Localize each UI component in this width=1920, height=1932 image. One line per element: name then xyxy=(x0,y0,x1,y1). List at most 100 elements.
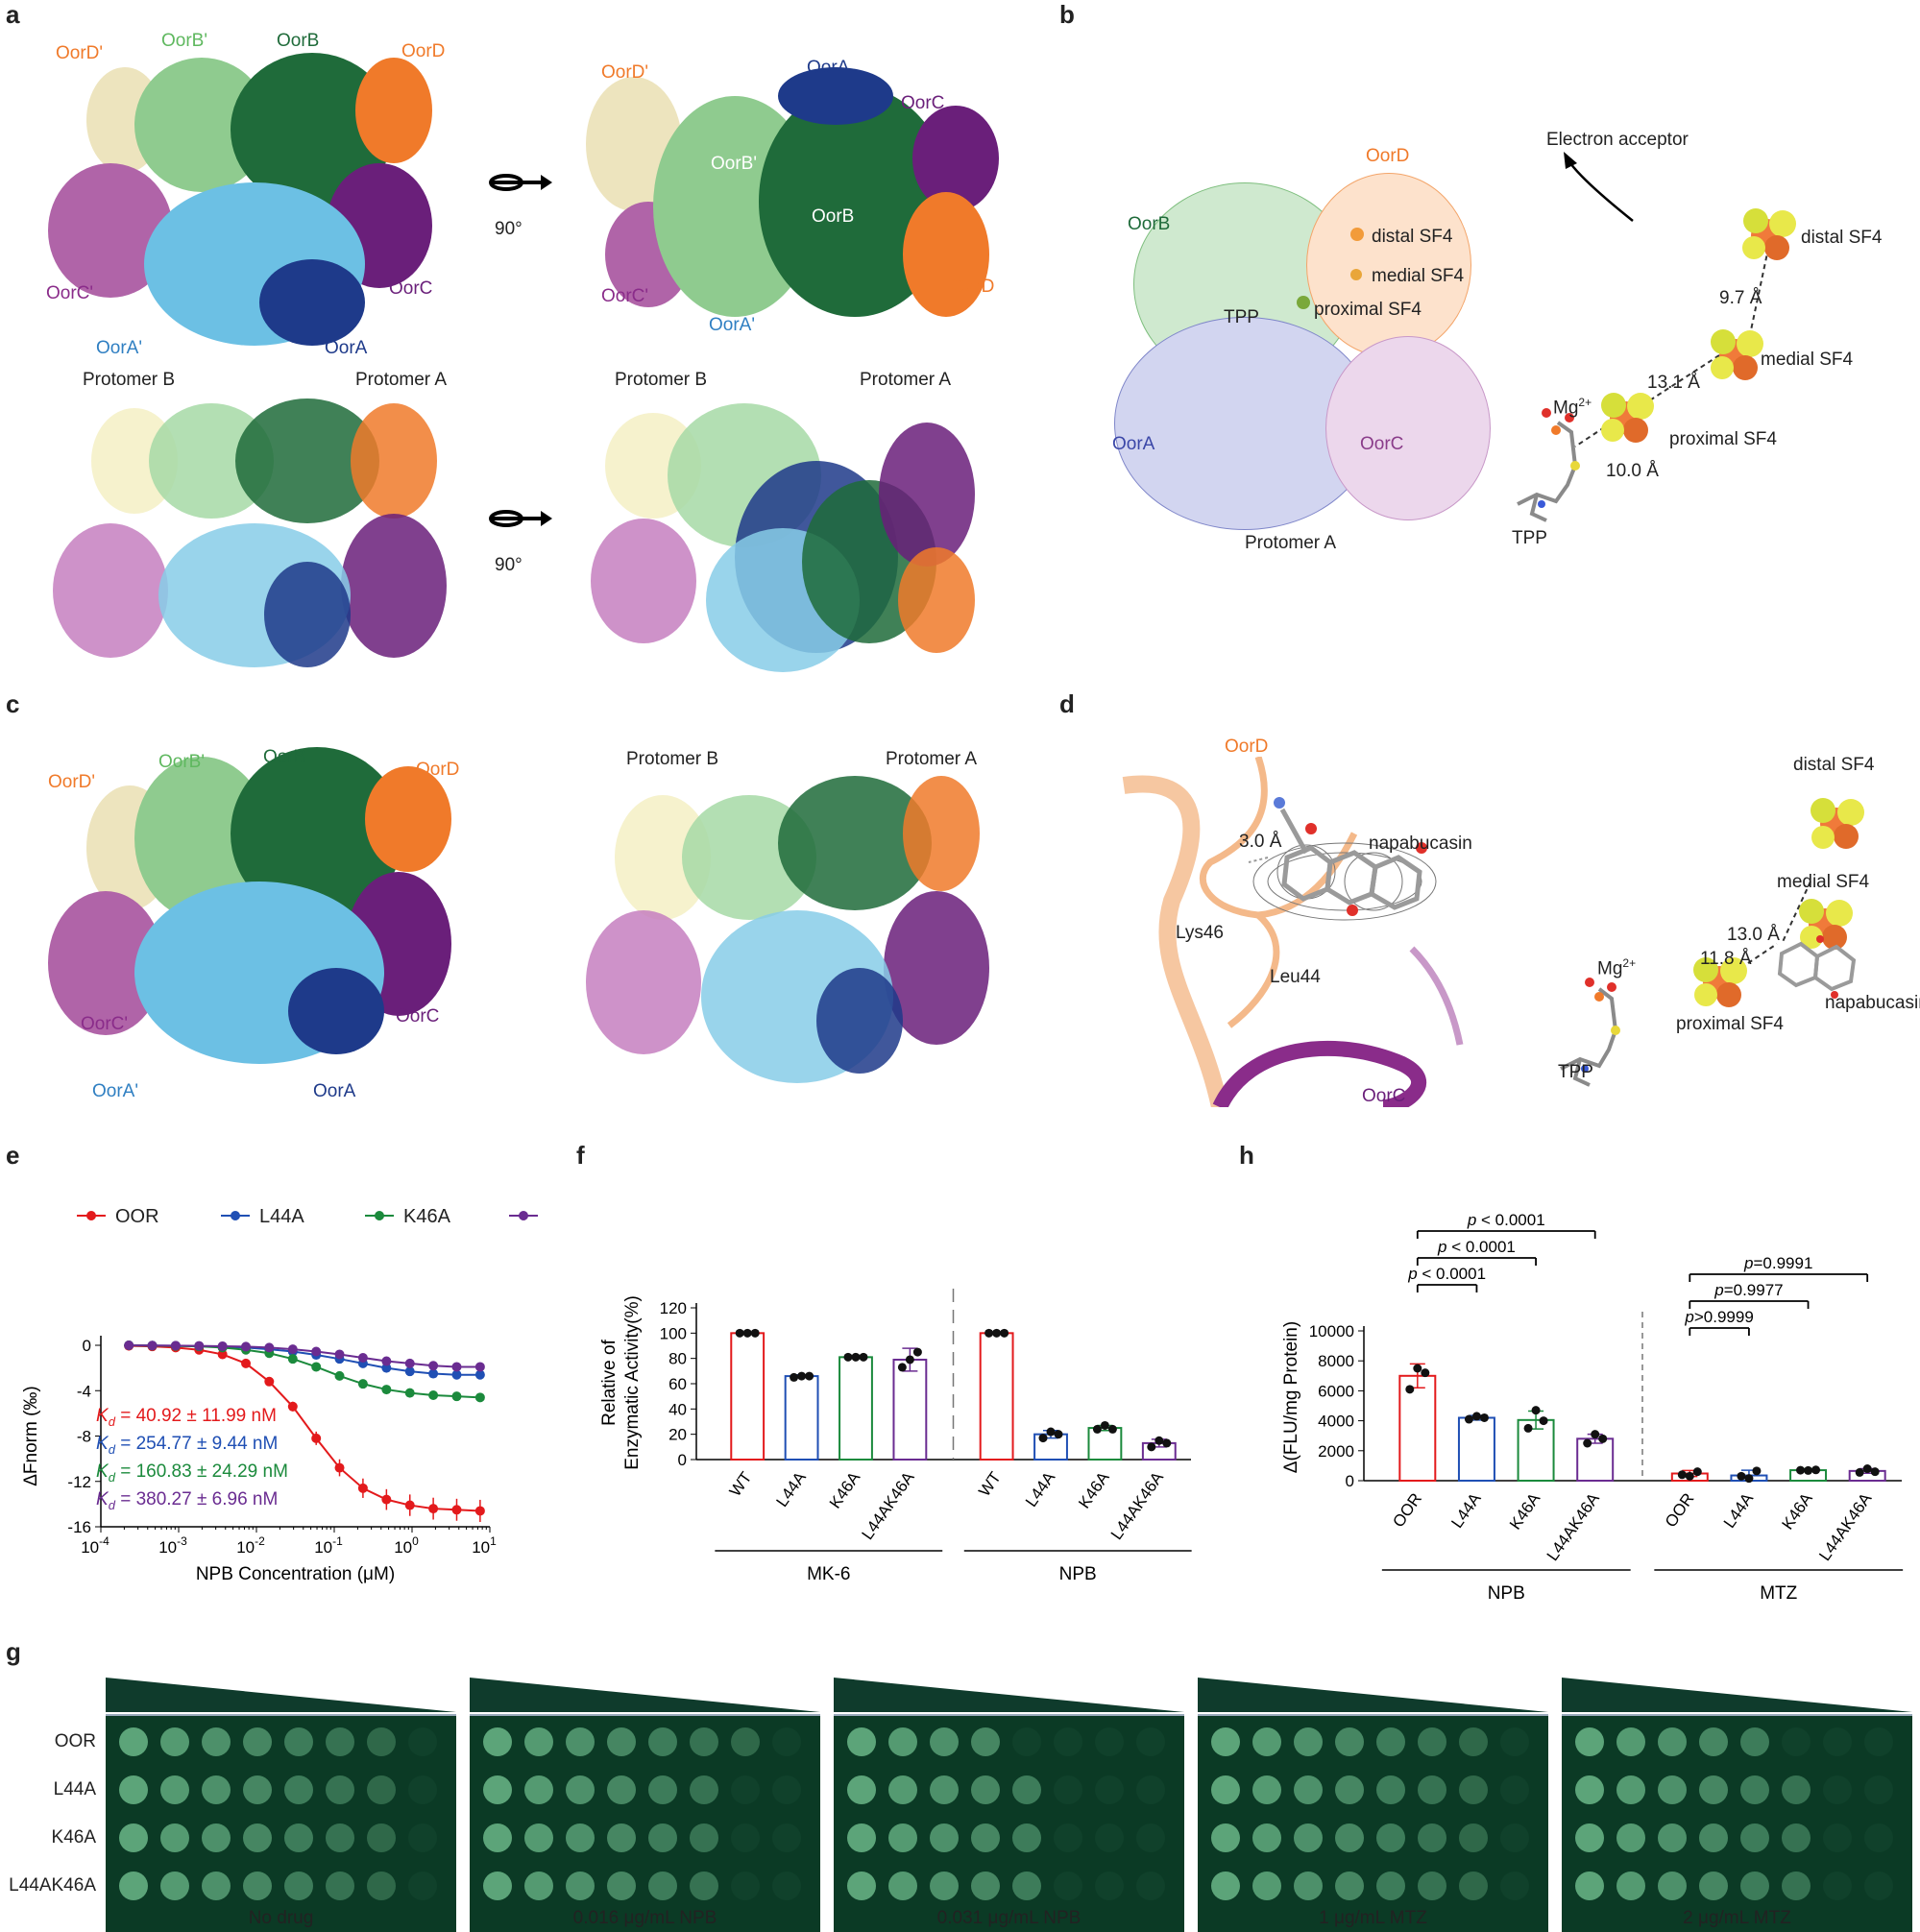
plate-row-label-L44AK46A: L44AK46A xyxy=(9,1875,96,1896)
replicate-point xyxy=(797,1371,807,1381)
b-sf4-medial-mark xyxy=(1350,269,1362,280)
colony-spot xyxy=(1782,1775,1811,1804)
a-protomer-b-left: Protomer B xyxy=(83,370,176,390)
significance-label: p < 0.0001 xyxy=(1437,1238,1516,1256)
a-map2-label-oorb-prime: OorB' xyxy=(711,154,757,174)
colony-spot xyxy=(483,1775,512,1804)
b-surface-tpp: TPP xyxy=(1224,307,1259,327)
colony-spot xyxy=(772,1872,801,1900)
replicate-point xyxy=(1405,1385,1415,1394)
x-tick-label: WT xyxy=(726,1468,756,1500)
rotation-arrow-icon-bottom xyxy=(489,510,552,527)
a-map-label-oorb-prime: OorB' xyxy=(161,31,207,51)
y-tick-label: 0 xyxy=(678,1451,687,1469)
colony-spot xyxy=(1782,1727,1811,1756)
series-line-L44AK46A xyxy=(129,1344,480,1368)
replicate-point xyxy=(1523,1423,1533,1433)
colony-spot xyxy=(119,1727,148,1756)
colony-spot xyxy=(243,1823,272,1852)
colony-spot xyxy=(888,1775,917,1804)
colony-spot xyxy=(930,1775,959,1804)
b-distance-10-0: 10.0 Å xyxy=(1606,461,1659,481)
colony-spot xyxy=(648,1823,677,1852)
colony-spot xyxy=(1376,1727,1405,1756)
c-label-oorc-prime: OorC' xyxy=(81,1014,129,1034)
plate-condition-label-4: 2 μg/mL MTZ xyxy=(1683,1908,1791,1928)
group-label-1: MTZ xyxy=(1760,1583,1797,1599)
d-oorc-label: OorC xyxy=(1362,1086,1406,1106)
colony-spot xyxy=(1012,1823,1041,1852)
colony-spot xyxy=(930,1872,959,1900)
colony-spot xyxy=(1418,1823,1446,1852)
colony-spot xyxy=(119,1872,148,1900)
colony-spot xyxy=(119,1775,148,1804)
colony-spot xyxy=(1575,1727,1604,1756)
replicate-point xyxy=(984,1328,994,1338)
legend-marker-0 xyxy=(86,1211,96,1220)
colony-spot xyxy=(1575,1775,1604,1804)
a-map2-label-oorc-prime: OorC' xyxy=(601,286,649,306)
b-distal-label: distal SF4 xyxy=(1801,228,1883,248)
ribbon-model-npb xyxy=(586,776,989,1093)
colony-spot xyxy=(888,1727,917,1756)
y-tick-label: 120 xyxy=(660,1299,687,1317)
c-label-oora-prime: OorA' xyxy=(92,1081,138,1101)
colony-spot xyxy=(1095,1823,1124,1852)
f-y-axis-title-2: Enzymatic Activity(%) xyxy=(622,1295,643,1470)
x-tick-label: L44AK46A xyxy=(1543,1489,1604,1564)
colony-spot xyxy=(1500,1775,1529,1804)
colony-spot xyxy=(607,1823,636,1852)
b-distance-13-1: 13.1 Å xyxy=(1647,373,1700,393)
d-medial-label: medial SF4 xyxy=(1777,872,1870,892)
tpp-molecule-icon xyxy=(1517,408,1580,522)
data-point-OOR xyxy=(217,1349,228,1360)
colony-spot xyxy=(1823,1775,1852,1804)
a-map-label-oorc: OorC xyxy=(389,278,433,299)
replicate-point xyxy=(1038,1434,1048,1443)
b-surface-proximal: proximal SF4 xyxy=(1314,300,1422,320)
colony-spot xyxy=(483,1823,512,1852)
colony-spot xyxy=(1699,1775,1728,1804)
colony-spot xyxy=(1782,1872,1811,1900)
replicate-point xyxy=(1598,1434,1608,1443)
b-mg-label: Mg2+ xyxy=(1553,396,1592,419)
replicate-point xyxy=(1162,1438,1172,1448)
colony-spot xyxy=(1054,1872,1082,1900)
x-tick-label: L44A xyxy=(1720,1489,1758,1532)
replicate-point xyxy=(843,1352,853,1362)
x-tick-label: K46A xyxy=(1778,1489,1816,1534)
d-distal-label: distal SF4 xyxy=(1793,755,1875,775)
significance-label: p=0.9977 xyxy=(1713,1281,1783,1299)
data-point-K46A xyxy=(357,1379,368,1389)
colony-spot xyxy=(1012,1727,1041,1756)
colony-spot xyxy=(1252,1872,1281,1900)
a-rotation-label-bottom: 90° xyxy=(495,555,523,575)
data-point-K46A xyxy=(311,1362,322,1372)
y-tick-label: 4000 xyxy=(1318,1413,1354,1431)
colony-spot xyxy=(1699,1872,1728,1900)
colony-spot xyxy=(1616,1775,1645,1804)
b-tpp-label: TPP xyxy=(1512,528,1547,548)
colony-spot xyxy=(566,1727,595,1756)
replicate-point xyxy=(851,1352,861,1362)
colony-spot xyxy=(1740,1872,1769,1900)
colony-spot xyxy=(971,1823,1000,1852)
colony-spot xyxy=(524,1727,553,1756)
data-point-L44AK46A xyxy=(147,1340,158,1351)
colony-spot xyxy=(483,1872,512,1900)
replicate-point xyxy=(1054,1430,1063,1439)
replicate-point xyxy=(750,1328,760,1338)
colony-spot xyxy=(1136,1727,1165,1756)
chart-e-binding-curves: OORL44AK46AL44AK46A0-4-8-12-1610-410-310… xyxy=(21,1206,538,1584)
replicate-point xyxy=(1479,1413,1489,1422)
colony-spot xyxy=(930,1823,959,1852)
a-map2-label-oorc: OorC xyxy=(901,93,945,113)
rotation-arrow-icon xyxy=(489,174,552,191)
replicate-point xyxy=(1413,1364,1422,1373)
x-tick-label: OOR xyxy=(1662,1489,1698,1531)
colony-spot xyxy=(1418,1872,1446,1900)
colony-spot xyxy=(1211,1775,1240,1804)
ribbon-model-right xyxy=(591,403,994,672)
colony-spot xyxy=(1335,1823,1364,1852)
colony-spot xyxy=(731,1823,760,1852)
